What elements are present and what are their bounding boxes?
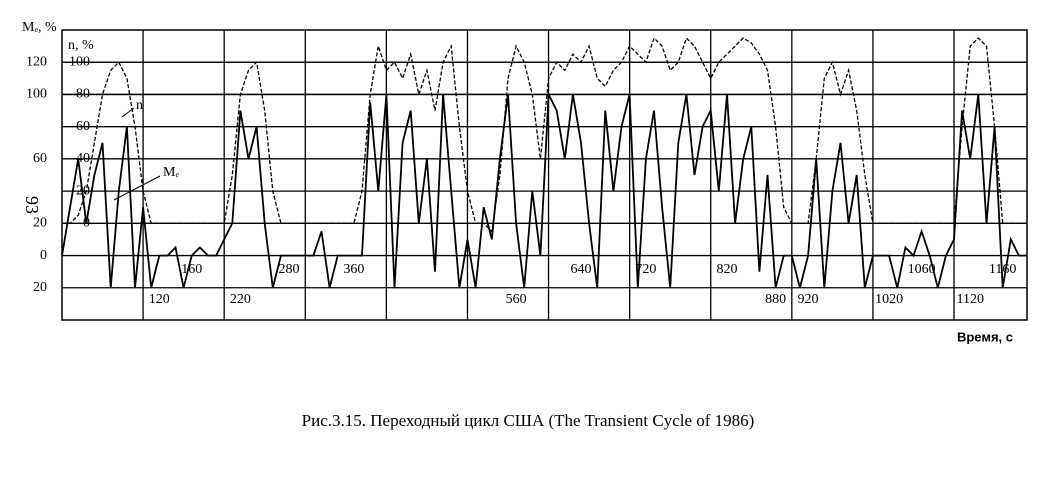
x-tick-label: 160 — [181, 262, 202, 277]
x-tick-label: 120 — [149, 292, 170, 307]
y-tick-label: 20 — [33, 280, 47, 295]
plot-frame — [61, 29, 1028, 321]
x-tick-label: 1060 — [908, 262, 936, 277]
x-tick-label: 920 — [798, 292, 819, 307]
y-tick-label: 20 — [33, 216, 47, 231]
x-tick-label: 560 — [506, 292, 527, 307]
y-tick-label: 120 — [26, 54, 47, 69]
series-label: Mₑ — [163, 165, 179, 180]
x-tick-label: 280 — [279, 262, 300, 277]
x-tick-label: 1120 — [956, 292, 983, 307]
series-line — [61, 90, 1027, 289]
x-axis-label: Время, с — [957, 329, 1013, 344]
x-tick-label: 1020 — [875, 292, 903, 307]
leader-line — [113, 175, 161, 201]
y2-axis-label: n, % — [68, 38, 94, 53]
x-tick-label: 220 — [230, 292, 251, 307]
x-tick-label: 360 — [343, 262, 364, 277]
series-line — [62, 36, 1027, 233]
y-axis-label: Mₑ, % — [22, 20, 57, 35]
y-tick-label: 0 — [40, 248, 47, 263]
x-tick-label: 820 — [716, 262, 737, 277]
x-tick-label: 720 — [635, 262, 656, 277]
caption: Рис.3.15. Переходный цикл США (The Trans… — [302, 411, 755, 430]
x-tick-label: 640 — [570, 262, 591, 277]
x-tick-label: 880 — [765, 292, 786, 307]
side-label: 93 — [22, 196, 42, 214]
y-tick-label: 60 — [33, 151, 47, 166]
series-label: n — [136, 98, 143, 113]
y-tick-label: 100 — [26, 87, 47, 102]
